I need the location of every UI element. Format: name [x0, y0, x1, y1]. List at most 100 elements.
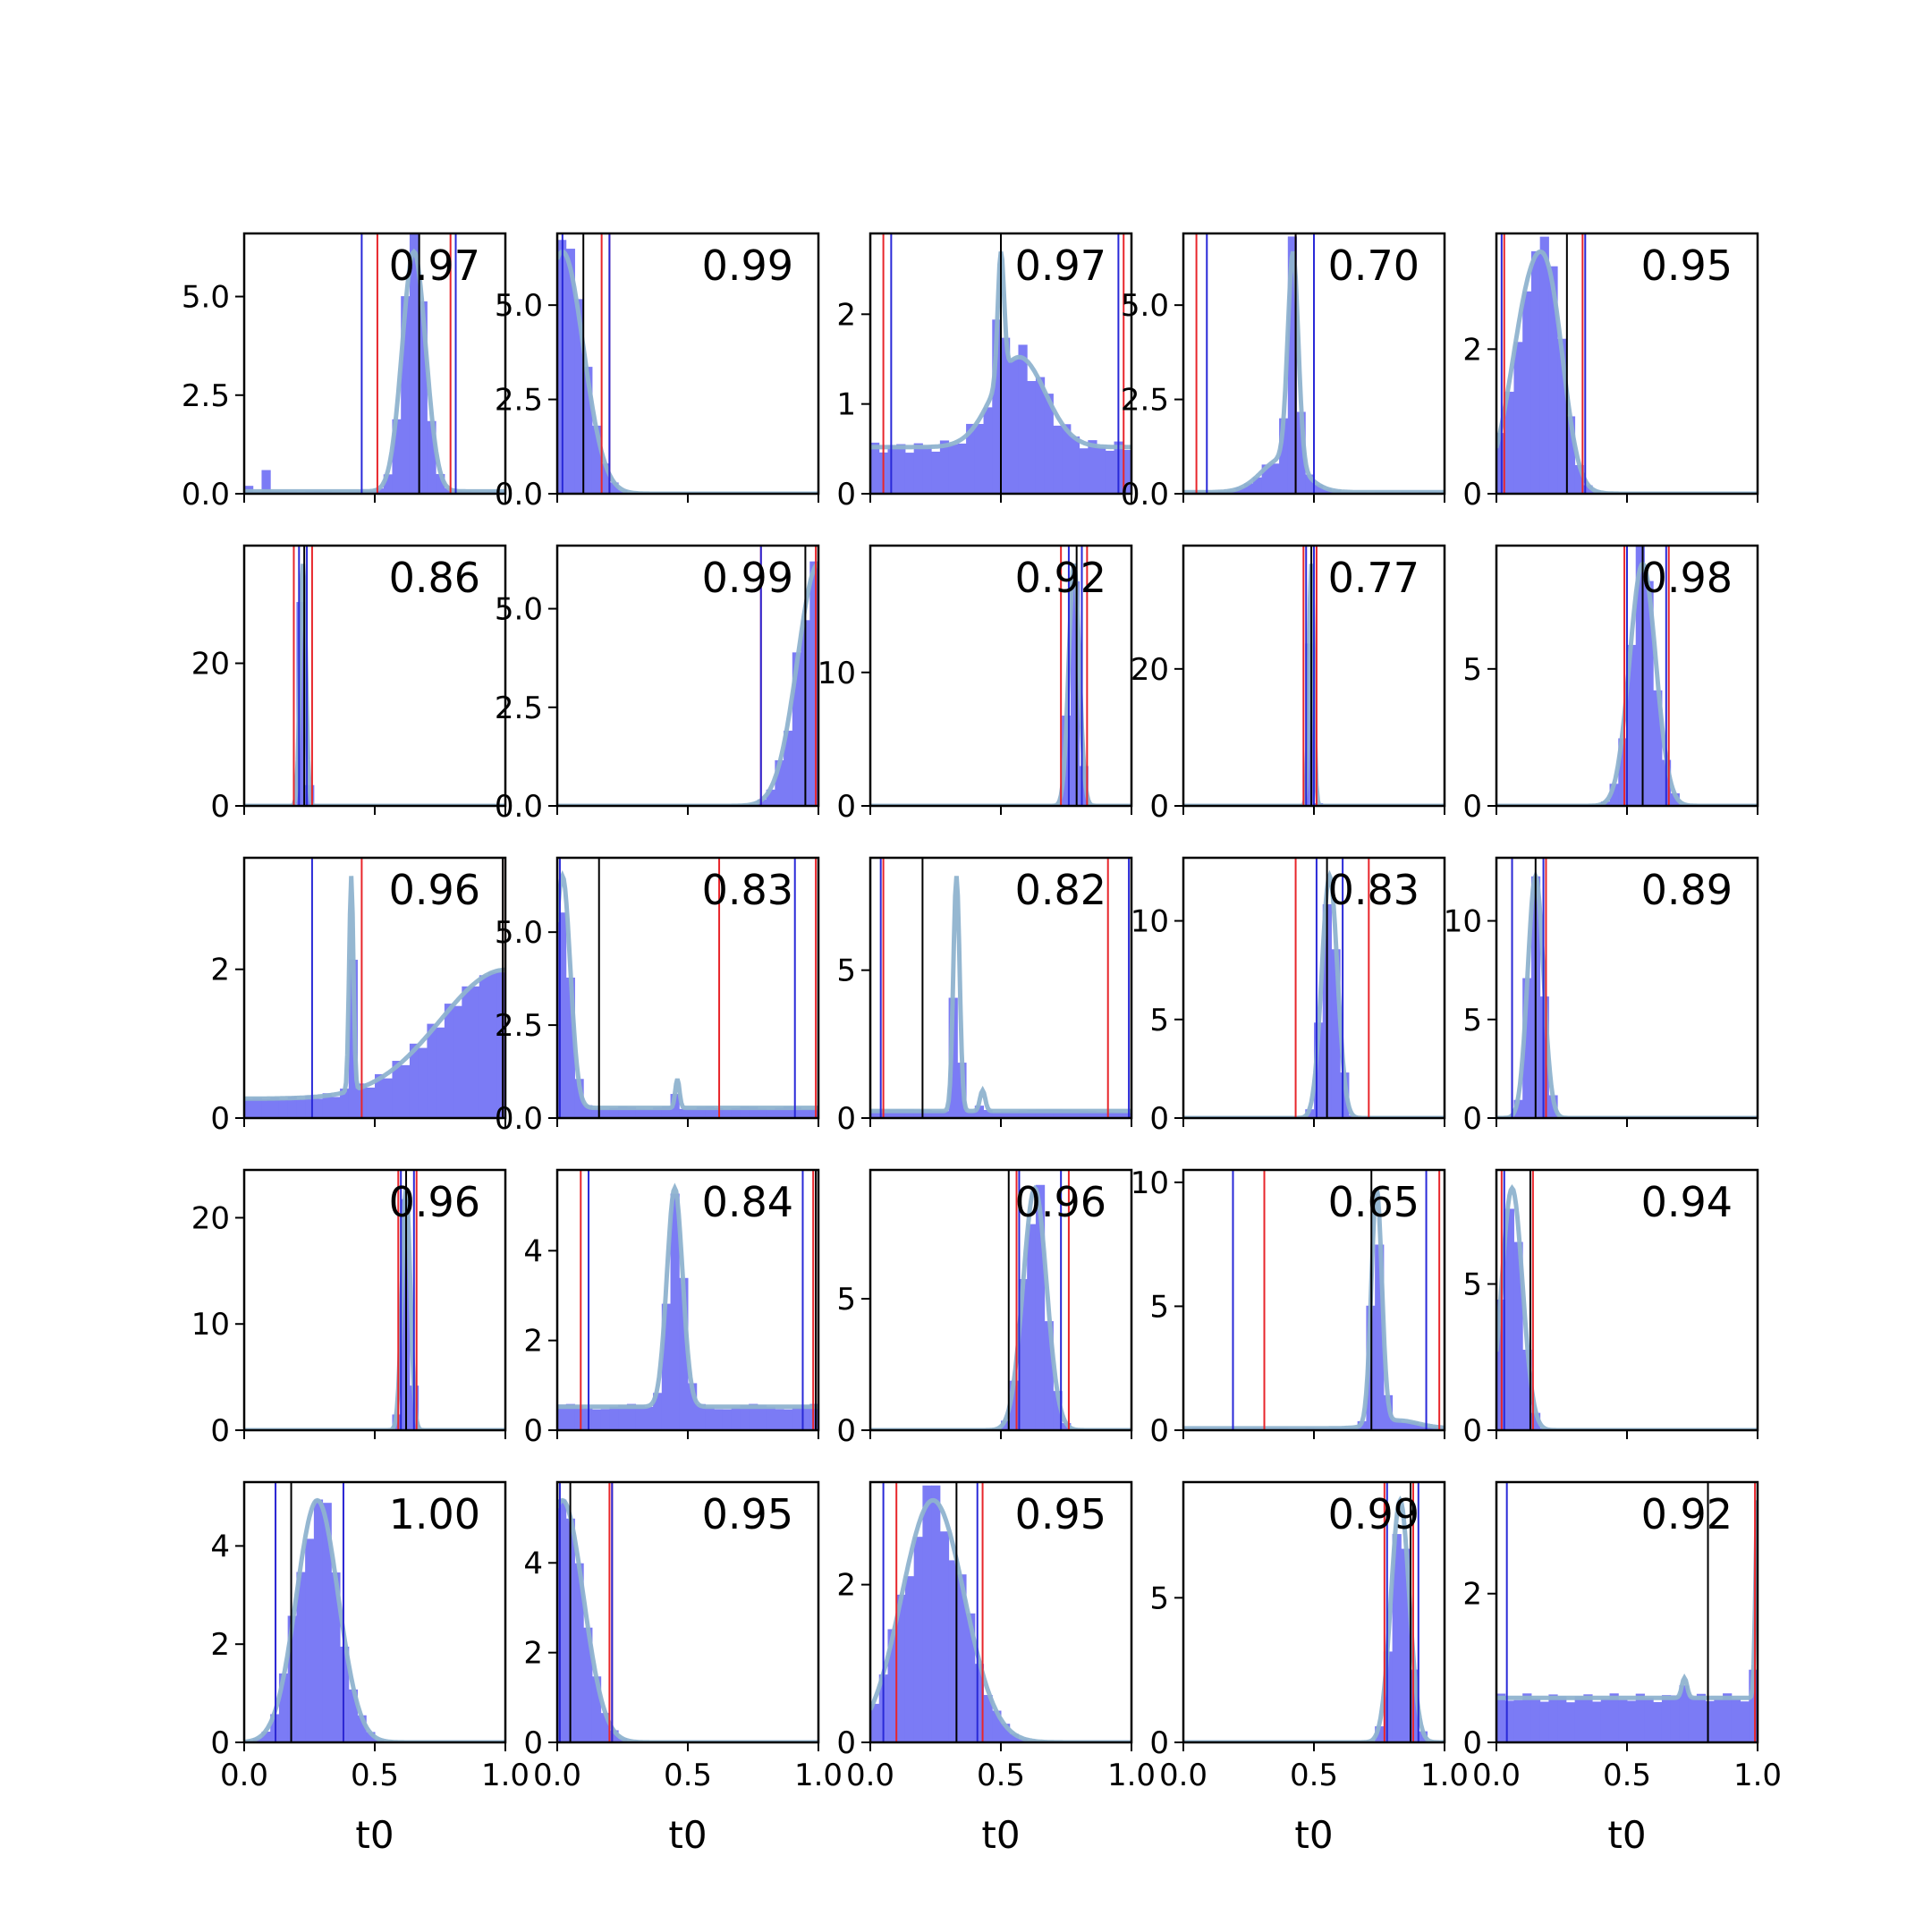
histogram-bar — [931, 451, 941, 494]
x-tick-label: 1.0 — [1107, 1758, 1156, 1793]
y-tick-label: 0 — [1149, 1101, 1169, 1137]
y-tick-label: 2.5 — [495, 383, 543, 419]
histogram-bar — [418, 1047, 428, 1118]
histogram-bar — [1287, 236, 1298, 494]
y-tick-label: 5 — [1462, 1003, 1482, 1038]
histogram-bar — [1714, 1699, 1724, 1742]
panel-1-4: 0.0 2.5 5.0 0.70 — [1121, 232, 1446, 513]
histogram-bar — [1418, 1424, 1428, 1430]
histogram-bar — [565, 249, 575, 494]
histogram-bar — [931, 1110, 941, 1118]
histogram-bar — [1635, 1693, 1645, 1742]
x-tick-label: 0.5 — [1603, 1758, 1651, 1793]
histogram-bar — [1244, 483, 1254, 494]
y-tick-label: 0 — [210, 789, 230, 825]
panel-plot-area — [557, 1170, 818, 1430]
histogram-bar — [784, 1409, 793, 1430]
panel-plot-area — [870, 546, 1131, 806]
histogram-bar — [966, 1613, 976, 1742]
score-label: 0.96 — [389, 866, 480, 914]
x-axis-label: t0 — [1294, 1813, 1333, 1857]
histogram-bar — [974, 423, 985, 494]
panel-5-2: 0 2 4 0.0 0.5 1.0 0.95 t0 — [523, 1480, 843, 1857]
panel-plot-area — [557, 233, 818, 494]
panel-3-5: 0 5 10 0.89 — [1444, 856, 1759, 1137]
histogram-bar — [1548, 1694, 1558, 1742]
histogram-bar — [670, 1193, 680, 1430]
x-tick-label: 0.5 — [977, 1758, 1025, 1793]
histogram-bar — [957, 1574, 967, 1742]
y-tick-label: 5.0 — [495, 592, 543, 628]
panel-1-3: 0 1 2 0.97 — [836, 232, 1133, 513]
histogram-bar — [1062, 424, 1072, 494]
y-tick-label: 5.0 — [495, 915, 543, 951]
kde-curve — [557, 1182, 818, 1410]
histogram-bar — [618, 1404, 628, 1430]
histogram-bar — [1053, 1109, 1063, 1118]
histogram-bar — [1410, 1669, 1419, 1742]
y-tick-label: 4 — [210, 1529, 230, 1564]
histogram-bar — [600, 463, 610, 494]
histogram-bar — [1035, 1184, 1046, 1430]
histogram-bar — [340, 1089, 350, 1118]
y-tick-label: 0 — [1462, 1725, 1482, 1761]
score-label: 0.86 — [389, 554, 480, 602]
histogram-bar — [722, 1109, 733, 1118]
histogram-bar — [1583, 1694, 1593, 1742]
y-tick-label: 0 — [836, 1413, 856, 1449]
y-tick-label: 0 — [1149, 1413, 1169, 1449]
histogram-bar — [948, 1560, 958, 1742]
kde-curve — [870, 1497, 1131, 1742]
score-label: 1.00 — [389, 1490, 480, 1538]
histogram-bar — [565, 1403, 575, 1430]
histogram-bar — [1027, 1224, 1037, 1430]
histogram-bar — [1079, 448, 1089, 494]
panel-5-5: 0 2 0.0 0.5 1.0 0.92 t0 — [1462, 1480, 1782, 1857]
histogram-bar — [653, 1393, 663, 1430]
y-tick-label: 5 — [1149, 1580, 1169, 1616]
histogram-bar — [1410, 1421, 1419, 1430]
histogram-bar — [809, 561, 818, 806]
y-tick-label: 0.0 — [495, 477, 543, 513]
y-tick-label: 0.0 — [1121, 477, 1169, 513]
y-tick-label: 2.5 — [1121, 383, 1169, 419]
histogram-bar — [1314, 1022, 1324, 1118]
histogram-bar — [626, 1106, 637, 1118]
histogram-bar — [583, 1105, 593, 1118]
histogram-bar — [427, 1023, 436, 1118]
panel-plot-area — [870, 858, 1131, 1118]
histogram-bar — [749, 1106, 758, 1118]
score-label: 0.65 — [1328, 1178, 1419, 1226]
histogram-bar — [600, 1713, 610, 1742]
histogram-bar — [1670, 792, 1680, 806]
histogram-bar — [591, 1676, 602, 1742]
panel-plot-area — [1183, 858, 1445, 1118]
histogram-bar — [261, 1099, 271, 1118]
histogram-bar — [418, 301, 428, 494]
panel-4-3: 050.96 — [836, 1168, 1133, 1449]
histogram-bar — [740, 1404, 750, 1430]
histogram-bar — [1001, 1724, 1011, 1742]
histogram-bar — [731, 1108, 741, 1118]
panel-plot-area — [557, 858, 818, 1118]
histogram-bar — [974, 1106, 985, 1118]
histogram-bar — [252, 1097, 262, 1118]
panel-5-1: 0 2 4 0.0 0.5 1.0 1.00 t0 — [210, 1480, 530, 1857]
histogram-bar — [896, 444, 906, 494]
panel-5-3: 0 2 0.0 0.5 1.0 0.95 t0 — [836, 1480, 1156, 1857]
y-tick-label: 0.0 — [495, 1101, 543, 1137]
histogram-bar — [1522, 978, 1532, 1118]
y-tick-label: 2 — [523, 1324, 543, 1360]
y-tick-label: 0 — [836, 477, 856, 513]
histogram-bar — [574, 1079, 584, 1118]
histogram-bar — [1070, 1110, 1080, 1118]
histogram-bar — [1401, 1548, 1411, 1742]
kde-curve — [1496, 1183, 1758, 1430]
histogram-bar — [401, 1064, 411, 1118]
histogram-bar — [618, 1106, 628, 1118]
histogram-bar — [1627, 645, 1637, 806]
histogram-bar — [1592, 1701, 1602, 1742]
kde-curve — [244, 876, 505, 1101]
x-tick-label: 0.0 — [1159, 1758, 1208, 1793]
histogram-bar — [1513, 1099, 1523, 1118]
